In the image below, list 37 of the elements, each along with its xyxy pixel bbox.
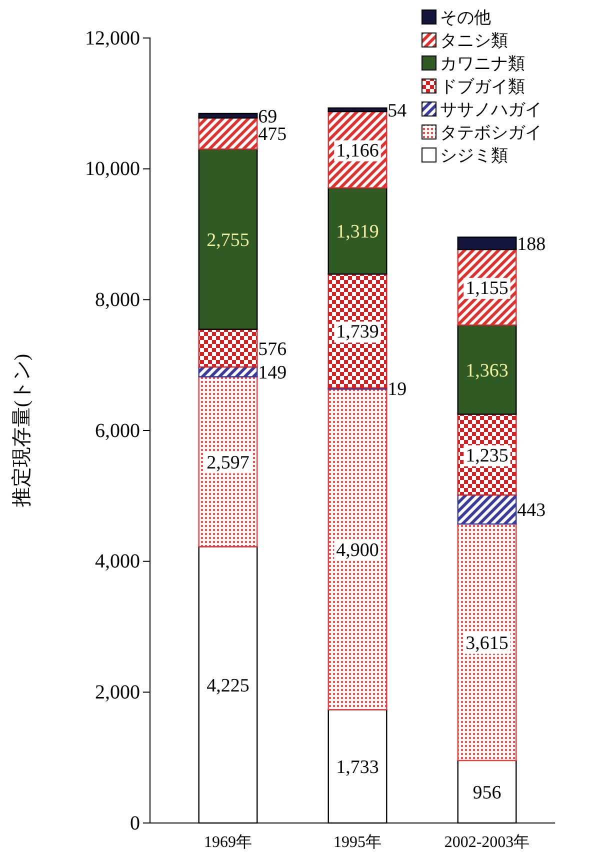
data-label: 1,739 (336, 322, 379, 343)
legend-label: ササノハガイ (440, 100, 542, 119)
legend-label: その他 (440, 8, 491, 27)
x-tick-label: 1995年 (334, 834, 382, 851)
y-tick-label: 8,000 (95, 289, 140, 312)
data-label: 2,755 (206, 230, 250, 251)
legend-label: カワニナ類 (440, 54, 525, 73)
data-label: 443 (517, 500, 546, 522)
y-tick-label: 2,000 (95, 682, 140, 704)
data-label: 4,225 (206, 675, 250, 696)
data-label: 188 (517, 234, 546, 255)
data-label: 19 (388, 379, 407, 400)
data-label: 2,597 (206, 452, 250, 474)
y-axis-title: 推定現存量(トン) (11, 354, 33, 508)
data-label: 3,615 (466, 632, 508, 654)
x-tick-label: 2002-2003年 (444, 834, 530, 851)
data-label: 4,900 (336, 540, 379, 562)
data-label: 576 (258, 338, 287, 360)
y-tick-label: 12,000 (85, 27, 140, 50)
data-label: 1,363 (466, 360, 508, 382)
data-label: 54 (388, 100, 408, 122)
y-tick-label: 4,000 (95, 550, 140, 573)
data-label: 956 (472, 782, 502, 804)
legend-label: タニシ類 (440, 31, 508, 50)
legend-label: ドブガイ類 (440, 77, 525, 96)
y-tick-label: 6,000 (95, 420, 140, 442)
y-tick-label: 10,000 (85, 158, 140, 180)
data-label: 1,155 (466, 278, 508, 299)
data-label: 1,235 (466, 445, 508, 466)
data-label: 1,319 (336, 222, 379, 243)
y-tick-label: 0 (130, 812, 140, 834)
data-label: 149 (258, 362, 287, 384)
data-label: 1,733 (336, 756, 379, 778)
x-tick-label: 1969年 (204, 834, 252, 851)
data-label: 1,166 (336, 140, 379, 162)
legend-label: タテボシガイ (440, 123, 542, 142)
legend-label: シジミ類 (440, 146, 508, 165)
